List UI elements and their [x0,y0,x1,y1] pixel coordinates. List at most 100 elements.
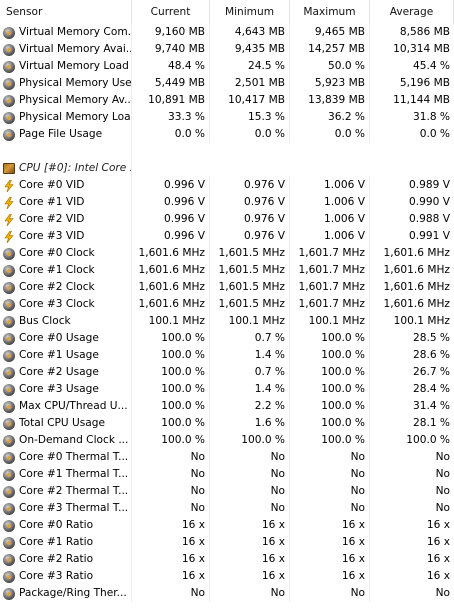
column-header-current[interactable]: Current [132,0,210,24]
minimum-value: 2,501 MB [210,75,290,92]
table-row[interactable]: Physical Memory Used 5,449 MB 2,501 MB 5,92… [0,75,454,92]
table-row[interactable]: Core #1 Usage 100.0 % 1.4 % 100.0 % 28.6 % [0,347,454,364]
minimum-value: 15.3 % [210,109,290,126]
maximum-value: 1,601.7 MHz [290,279,370,296]
sensor-label: Page File Usage [19,128,103,140]
blank-row [0,143,454,160]
sensor-circle-icon [3,519,15,532]
sensor-label: Core #3 Thermal T... [19,502,129,514]
minimum-value: No [210,449,290,466]
table-row[interactable]: Core #3 Thermal T... No No No No [0,500,454,517]
sensor-label: Core #1 Thermal T... [19,468,129,480]
maximum-value: 36.2 % [290,109,370,126]
table-row[interactable]: Physical Memory Av... 10,891 MB 10,417 MB 1… [0,92,454,109]
sensor-name-cell: Virtual Memory Avai... [0,41,132,58]
minimum-value: 16 x [210,551,290,568]
sensor-circle-icon [3,536,15,549]
maximum-value: 16 x [290,517,370,534]
table-row[interactable]: Core #3 Clock 1,601.6 MHz 1,601.5 MHz 1,601… [0,296,454,313]
sensor-circle-icon [3,366,15,379]
table-row[interactable]: Bus Clock 100.1 MHz 100.1 MHz 100.1 MHz 100.… [0,313,454,330]
current-value: 0.996 V [132,177,210,194]
table-row[interactable]: Core #2 Thermal T... No No No No [0,483,454,500]
table-row[interactable]: Package/Ring Ther... No No No No [0,585,454,602]
sensor-label: Core #1 VID [19,196,85,208]
table-row[interactable]: Core #2 Ratio 16 x 16 x 16 x 16 x [0,551,454,568]
current-value: 9,160 MB [132,24,210,41]
sensor-label: Core #3 Usage [19,383,99,395]
table-row[interactable]: Core #1 Thermal T... No No No No [0,466,454,483]
sensor-label: Package/Ring Ther... [19,587,127,599]
sensor-name-cell: Virtual Memory Load [0,58,132,75]
table-row[interactable]: Virtual Memory Load 48.4 % 24.5 % 50.0 % 45.… [0,58,454,75]
average-value: 16 x [426,553,450,565]
column-header-minimum[interactable]: Minimum [210,0,290,24]
table-row[interactable]: Total CPU Usage 100.0 % 1.6 % 100.0 % 28.1 % [0,415,454,432]
maximum-value: 13,839 MB [290,92,370,109]
group-row[interactable]: CPU [#0]: Intel Core ... [0,160,454,177]
sensor-name-cell: Core #0 Ratio [0,517,132,534]
column-header-maximum[interactable]: Maximum [290,0,370,24]
sensor-label: Physical Memory Used [19,77,131,89]
table-row[interactable]: Core #3 Ratio 16 x 16 x 16 x 16 x [0,568,454,585]
table-row[interactable]: Virtual Memory Avai... 9,740 MB 9,435 MB 14… [0,41,454,58]
column-header-average[interactable]: Average [370,0,454,24]
sensor-name-cell: Core #2 VID [0,211,132,228]
table-row[interactable]: Core #3 VID 0.996 V 0.976 V 1.006 V 0.991 V [0,228,454,245]
table-row[interactable]: Core #0 Ratio 16 x 16 x 16 x 16 x [0,517,454,534]
table-row[interactable]: Core #0 Usage 100.0 % 0.7 % 100.0 % 28.5 % [0,330,454,347]
sensor-label: Core #2 Usage [19,366,99,378]
minimum-value: 2.2 % [210,398,290,415]
sensor-label: Core #2 VID [19,213,85,225]
minimum-value: 1,601.5 MHz [210,245,290,262]
current-value: 1,601.6 MHz [132,262,210,279]
table-row[interactable]: On-Demand Clock ... 100.0 % 100.0 % 100.0 %… [0,432,454,449]
table-row[interactable]: Virtual Memory Com... 9,160 MB 4,643 MB 9,4… [0,24,454,41]
average-value: 0.991 V [409,230,450,242]
maximum-value: 0.0 % [290,126,370,143]
sensor-name-cell: Core #3 VID [0,228,132,245]
table-row[interactable]: Core #2 Clock 1,601.6 MHz 1,601.5 MHz 1,601… [0,279,454,296]
sensor-label: Bus Clock [19,315,71,327]
minimum-value: 16 x [210,517,290,534]
maximum-value: 100.0 % [290,330,370,347]
sensor-label: Physical Memory Load [19,111,131,123]
sensor-circle-icon [3,485,15,498]
table-row[interactable]: Page File Usage 0.0 % 0.0 % 0.0 % 0.0 % [0,126,454,143]
maximum-value: 14,257 MB [290,41,370,58]
sensor-name-cell: On-Demand Clock ... [0,432,132,449]
sensor-label: Core #0 Usage [19,332,99,344]
table-row[interactable]: Core #3 Usage 100.0 % 1.4 % 100.0 % 28.4 % [0,381,454,398]
sensor-name-cell: Core #3 Clock [0,296,132,313]
table-row[interactable]: Core #2 Usage 100.0 % 0.7 % 100.0 % 26.7 % [0,364,454,381]
table-row[interactable]: Physical Memory Load 33.3 % 15.3 % 36.2 % 31… [0,109,454,126]
sensor-circle-icon [3,400,15,413]
sensor-label: Core #2 Ratio [19,553,94,565]
table-row[interactable]: Core #2 VID 0.996 V 0.976 V 1.006 V 0.988 V [0,211,454,228]
current-value: 100.0 % [132,381,210,398]
column-header-sensor[interactable]: Sensor [0,0,132,24]
table-row[interactable]: Core #1 Ratio 16 x 16 x 16 x 16 x [0,534,454,551]
current-value: No [132,466,210,483]
minimum-value: 0.7 % [210,330,290,347]
table-row[interactable]: Core #0 Thermal T... No No No No [0,449,454,466]
sensor-circle-icon [3,281,15,294]
table-row[interactable]: Core #0 VID 0.996 V 0.976 V 1.006 V 0.989 V [0,177,454,194]
sensor-name-cell: Core #1 VID [0,194,132,211]
minimum-value: 1.4 % [210,381,290,398]
average-value: 28.6 % [412,349,450,361]
average-value: No [435,451,450,463]
average-value: 16 x [426,570,450,582]
minimum-value: 10,417 MB [210,92,290,109]
table-row[interactable]: Core #1 Clock 1,601.6 MHz 1,601.5 MHz 1,601… [0,262,454,279]
current-value: 1,601.6 MHz [132,279,210,296]
table-row[interactable]: Max CPU/Thread U... 100.0 % 2.2 % 100.0 % 31… [0,398,454,415]
sensor-circle-icon [3,383,15,396]
table-row[interactable]: Core #1 VID 0.996 V 0.976 V 1.006 V 0.990 V [0,194,454,211]
maximum-value: No [290,449,370,466]
average-value: 1,601.6 MHz [383,298,450,310]
minimum-value: 1,601.5 MHz [210,296,290,313]
table-row[interactable]: Core #0 Clock 1,601.6 MHz 1,601.5 MHz 1,601… [0,245,454,262]
maximum-value: No [290,500,370,517]
maximum-value: 100.0 % [290,398,370,415]
